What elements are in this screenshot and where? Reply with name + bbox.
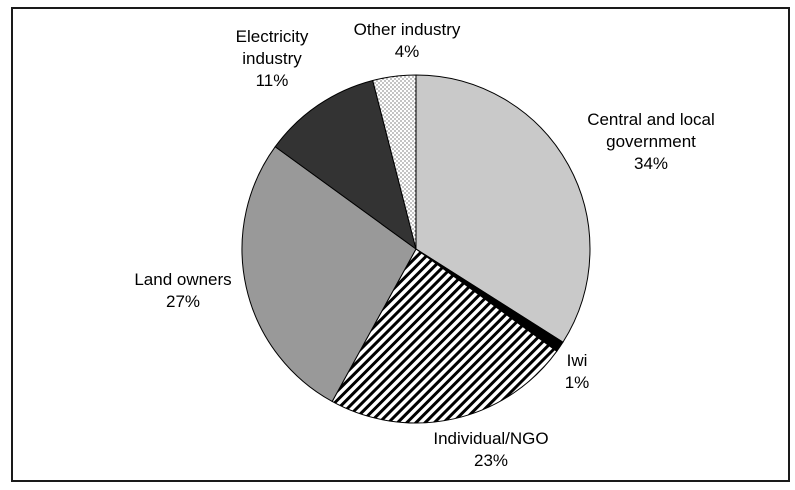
pie-slices-group [241, 74, 591, 424]
slice-label-name: Individual/NGO [433, 429, 549, 448]
pie-slice-land-owners [241, 146, 417, 402]
slice-label-value: 34% [633, 154, 669, 173]
pie-slice-central-and-local-government [415, 74, 591, 343]
slice-label-name: Electricity industry [235, 27, 309, 68]
slice-label-name: Central and local government [587, 110, 715, 151]
slice-label-value: 11% [255, 71, 289, 90]
slice-label-iwi: Iwi 1% [542, 350, 612, 394]
slice-label-land-owners: Land owners 27% [118, 269, 248, 313]
slice-label-value: 23% [473, 451, 509, 470]
slice-label-individual-ngo: Individual/NGO 23% [406, 428, 576, 472]
slice-label-name: Iwi [566, 351, 588, 370]
pie-slice-electricity-industry [274, 79, 417, 250]
slice-label-name: Other industry [353, 20, 461, 39]
pie-slice-individual-ngo [331, 248, 558, 424]
slice-label-value: 27% [165, 292, 201, 311]
slice-label-other-industry: Other industry 4% [342, 19, 472, 63]
slice-label-value: 1% [564, 373, 590, 392]
slice-label-electricity-industry: Electricity industry 11% [224, 26, 320, 92]
pie-slice-other-industry [372, 74, 417, 250]
slice-label-value: 4% [394, 42, 420, 61]
slice-label-central-and-local-government: Central and local government 34% [571, 109, 731, 175]
slice-label-name: Land owners [134, 270, 232, 289]
